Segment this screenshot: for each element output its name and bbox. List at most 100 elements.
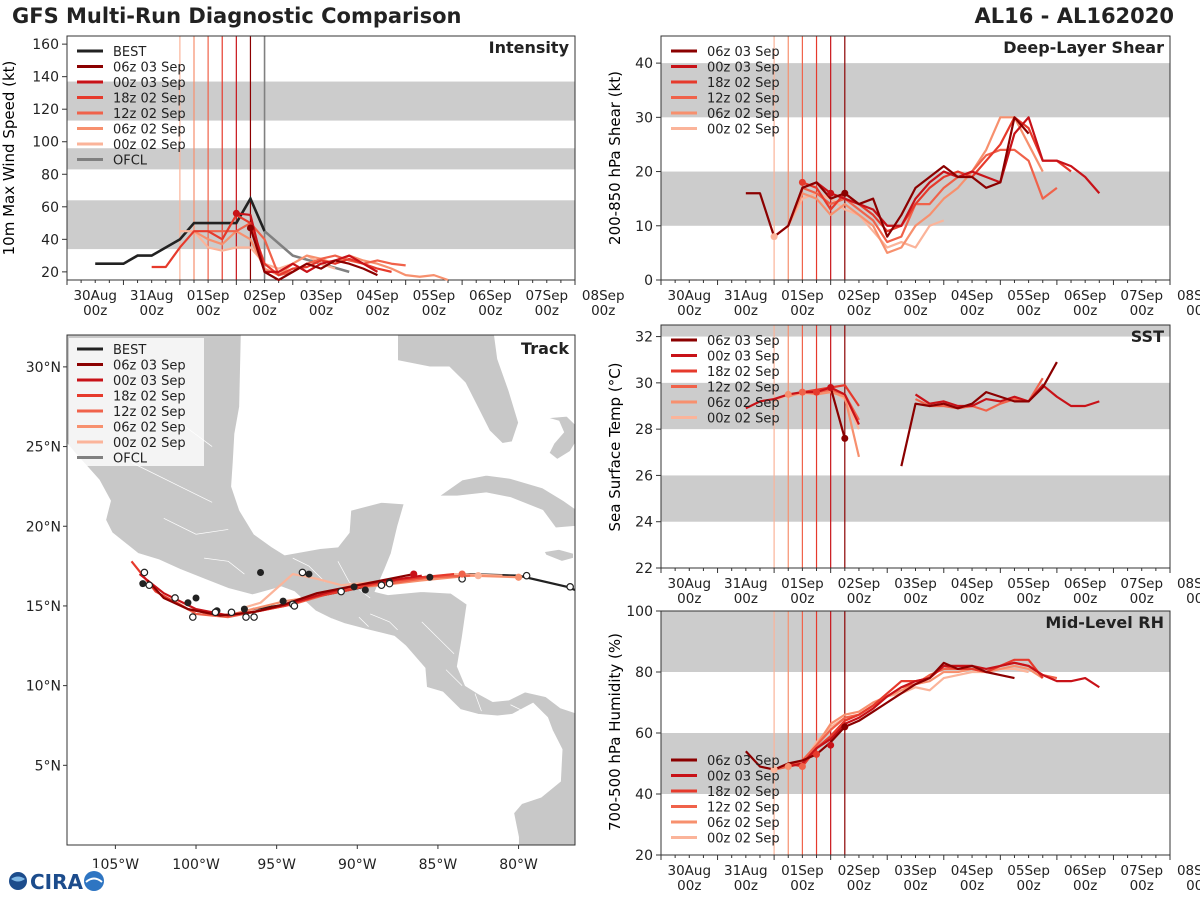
state-border xyxy=(163,517,229,535)
legend-label: 18z 02 Sep xyxy=(113,390,186,405)
series-line xyxy=(249,227,378,282)
x-tick-label: 04Sep xyxy=(951,288,994,304)
land-jamaica xyxy=(543,548,574,562)
x-tick-label: 00z xyxy=(422,303,446,319)
y-tick-label: 100 xyxy=(626,604,653,620)
x-tick-label: 31Aug xyxy=(724,863,768,879)
legend-label: 00z 02 Sep xyxy=(113,138,186,153)
legend-label: OFCL xyxy=(113,154,148,169)
x-tick-label: 02Sep xyxy=(243,288,286,304)
best-position xyxy=(240,605,248,613)
lon-tick-label: 100°W xyxy=(172,857,220,873)
x-tick-label: 08Sep xyxy=(1177,288,1200,304)
run-start-dot xyxy=(474,572,482,580)
y-tick-label: 20 xyxy=(635,165,653,181)
init-marker xyxy=(841,723,849,731)
cira-logo: CIRA xyxy=(6,868,106,894)
x-tick-label: 06Sep xyxy=(1064,576,1107,592)
x-tick-label: 08Sep xyxy=(582,288,625,304)
best-position-open xyxy=(171,594,179,602)
legend-label: 00z 03 Sep xyxy=(113,374,186,389)
legend-label: 00z 03 Sep xyxy=(707,770,780,785)
x-tick-label: 03Sep xyxy=(894,576,937,592)
init-marker xyxy=(798,178,806,186)
x-tick-label: 00z xyxy=(903,591,927,607)
x-tick-label: 05Sep xyxy=(413,288,456,304)
legend-label: 06z 02 Sep xyxy=(707,816,780,831)
series-line xyxy=(745,661,1015,771)
shaded-band xyxy=(661,63,1170,118)
y-tick-label: 100 xyxy=(32,135,59,151)
best-position-open xyxy=(188,613,197,621)
legend-label: 12z 02 Sep xyxy=(113,405,186,420)
shaded-band xyxy=(67,200,575,250)
sst-title: SST xyxy=(1131,327,1164,346)
y-tick-label: 160 xyxy=(32,37,59,53)
legend-label: 18z 02 Sep xyxy=(707,76,780,91)
lon-tick-label: 90°W xyxy=(338,857,377,873)
x-tick-label: 00z xyxy=(1016,591,1040,607)
x-tick-label: 00z xyxy=(903,878,927,894)
y-tick-label: 80 xyxy=(635,665,653,681)
x-tick-label: 00z xyxy=(960,591,984,607)
x-tick-label: 00z xyxy=(478,303,502,319)
x-tick-label: 00z xyxy=(734,878,758,894)
x-tick-label: 30Aug xyxy=(73,288,117,304)
legend-label: 00z 02 Sep xyxy=(707,832,780,847)
state-border xyxy=(510,704,527,714)
shear-panel: 01020304030Aug00z31Aug00z01Sep00z02Sep00… xyxy=(635,35,1200,319)
y-tick-label: 40 xyxy=(635,787,653,803)
x-tick-label: 31Aug xyxy=(724,576,768,592)
x-tick-label: 08Sep xyxy=(1177,576,1200,592)
x-tick-label: 00z xyxy=(1130,878,1154,894)
x-tick-label: 00z xyxy=(1073,591,1097,607)
x-tick-label: 00z xyxy=(677,303,701,319)
legend-label: 12z 02 Sep xyxy=(707,381,780,396)
best-position-open xyxy=(337,587,345,596)
x-tick-label: 00z xyxy=(1016,878,1040,894)
state-border xyxy=(445,669,463,686)
x-tick-label: 00z xyxy=(677,878,701,894)
best-position-open xyxy=(298,568,307,577)
init-marker xyxy=(841,189,849,197)
best-position-open xyxy=(566,583,574,591)
x-tick-label: 00z xyxy=(734,303,758,319)
x-tick-label: 00z xyxy=(83,303,107,319)
track-title: Track xyxy=(521,339,569,358)
y-tick-label: 60 xyxy=(635,726,653,742)
legend-label: 00z 02 Sep xyxy=(707,123,780,138)
init-marker xyxy=(798,388,806,396)
init-marker xyxy=(841,434,849,442)
x-tick-label: 30Aug xyxy=(668,576,712,592)
x-tick-label: 00z xyxy=(1016,303,1040,319)
best-position-open xyxy=(211,608,220,617)
y-tick-label: 28 xyxy=(635,422,653,438)
x-tick-label: 02Sep xyxy=(838,863,881,879)
land-florida xyxy=(397,335,519,444)
legend-label: 06z 03 Sep xyxy=(707,334,780,349)
best-position-open xyxy=(522,571,531,580)
x-tick-label: 00z xyxy=(677,591,701,607)
y-tick-label: 120 xyxy=(32,102,59,118)
x-tick-label: 04Sep xyxy=(951,863,994,879)
state-border xyxy=(421,621,455,654)
legend-label: 06z 03 Sep xyxy=(707,45,780,60)
x-tick-label: 07Sep xyxy=(1120,863,1163,879)
logo-text: CIRA xyxy=(30,870,84,894)
x-tick-label: 00z xyxy=(365,303,389,319)
x-tick-label: 00z xyxy=(960,303,984,319)
sst-ylabel: Sea Surface Temp (°C) xyxy=(606,362,624,531)
intensity-ylabel: 10m Max Wind Speed (kt) xyxy=(0,61,18,256)
lat-tick-label: 5°N xyxy=(35,758,61,774)
state-border xyxy=(204,557,245,575)
legend-label: BEST xyxy=(113,45,146,60)
best-position xyxy=(192,594,200,602)
series-line xyxy=(787,116,1044,254)
x-tick-label: 06Sep xyxy=(469,288,512,304)
lon-tick-label: 85°W xyxy=(419,857,458,873)
best-position xyxy=(184,599,192,607)
legend-label: 18z 02 Sep xyxy=(113,92,186,107)
best-position xyxy=(279,597,287,605)
x-tick-label: 00z xyxy=(591,303,615,319)
y-tick-label: 30 xyxy=(635,110,653,126)
